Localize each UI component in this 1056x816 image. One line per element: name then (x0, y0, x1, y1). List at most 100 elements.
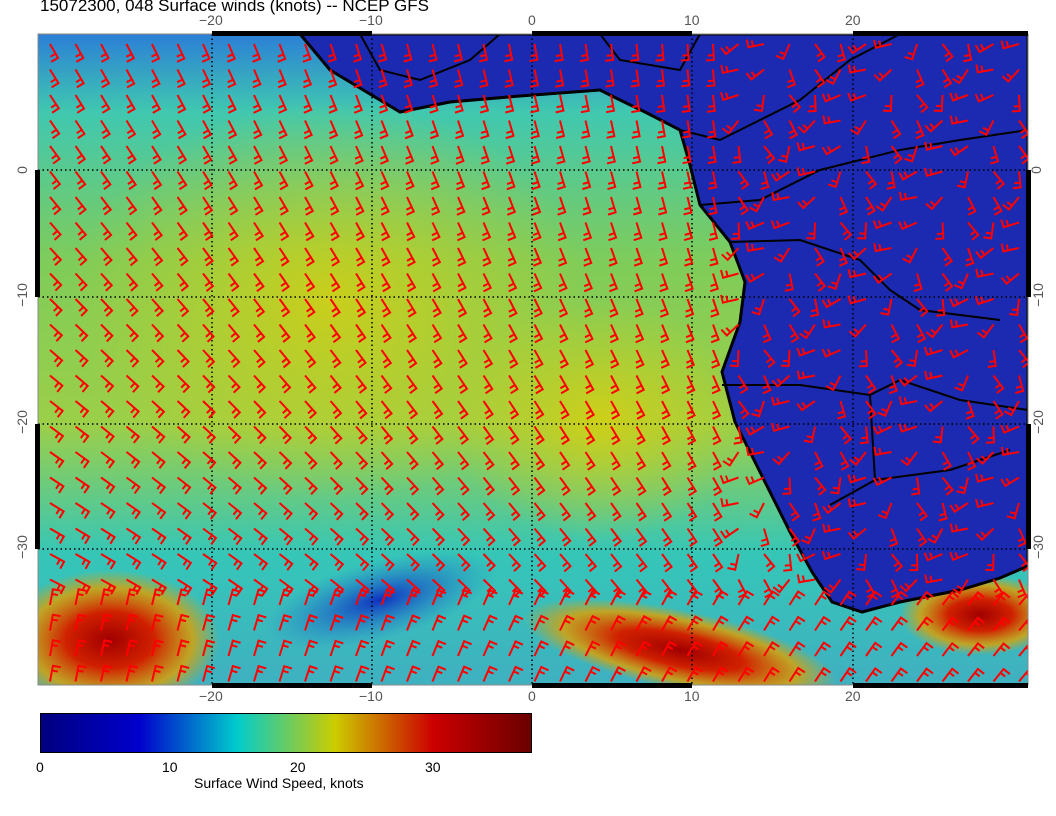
wind-barb (686, 553, 699, 573)
wind-barb (49, 476, 65, 494)
wind-barb (508, 527, 521, 547)
wind-barb (737, 196, 749, 216)
wind-barb (556, 145, 566, 165)
wind-barb (329, 222, 340, 242)
wind-barb (355, 614, 370, 631)
wind-barb (559, 553, 572, 573)
wind-barb (380, 425, 394, 445)
wind-barb (584, 400, 595, 420)
wind-barb (737, 374, 749, 395)
wind-barb (975, 451, 995, 466)
wind-barb (252, 94, 263, 114)
wind-barb (916, 641, 934, 657)
wind-barb (100, 374, 115, 393)
wind-barb (278, 527, 294, 546)
wind-barb (635, 349, 645, 369)
wind-barb (431, 476, 445, 496)
wind-barb (916, 590, 934, 606)
wind-barb (582, 171, 592, 191)
wind-barb (610, 527, 623, 547)
wind-barb (49, 221, 62, 241)
wind-barb (355, 349, 367, 369)
wind-barb (605, 69, 615, 88)
wind-barb (557, 196, 567, 216)
wind-barb (796, 574, 816, 584)
wind-barbs (49, 39, 1028, 683)
wind-barb (974, 296, 994, 306)
wind-barb (737, 170, 750, 190)
wind-barb (954, 375, 969, 392)
wind-barb (456, 196, 466, 216)
wind-barb (858, 349, 868, 368)
wind-barb (558, 247, 568, 267)
wind-barb (49, 451, 65, 469)
wind-barb (610, 589, 626, 606)
wind-barb (380, 349, 393, 369)
wind-barb (953, 273, 969, 290)
wind-barb (253, 425, 267, 445)
wind-barb (74, 476, 91, 494)
wind-barb (100, 588, 113, 606)
wind-barb (74, 613, 87, 631)
wind-barb (1000, 219, 1020, 229)
wind-barb (731, 222, 741, 240)
wind-barb (457, 665, 472, 682)
wind-barb (814, 641, 832, 657)
wind-barb (609, 324, 620, 344)
wind-barb (49, 272, 63, 292)
wind-barb (975, 64, 994, 74)
wind-barb (721, 119, 740, 135)
wind-barb (985, 553, 995, 572)
wind-barb (151, 553, 167, 570)
wind-barb (482, 400, 494, 420)
wind-barb (890, 590, 908, 606)
wind-barb (304, 425, 318, 445)
wind-barb (456, 222, 466, 242)
wind-barb (278, 171, 289, 191)
wind-barb (925, 323, 944, 339)
wind-barb (976, 323, 995, 339)
wind-barb (380, 502, 395, 521)
wind-barb (582, 196, 592, 216)
wind-barb (705, 43, 715, 62)
wind-barb (710, 298, 720, 318)
wind-barb (559, 665, 575, 682)
wind-barb (482, 247, 492, 267)
wind-barb (606, 145, 617, 165)
wind-barb (151, 476, 167, 495)
wind-barb (74, 68, 86, 89)
wind-barb (379, 145, 390, 165)
wind-barb (635, 502, 647, 522)
wind-barb (1000, 446, 1020, 457)
high-wind-zone (450, 300, 750, 540)
wind-barb (967, 642, 985, 657)
wind-barb (760, 528, 770, 548)
wind-barb (176, 196, 188, 216)
wind-barb (278, 374, 292, 394)
wind-barb (380, 639, 395, 657)
wind-barb (202, 613, 216, 631)
wind-barb (429, 120, 440, 140)
wind-barb (227, 400, 242, 419)
wind-barb (125, 613, 139, 631)
wind-barb (302, 43, 312, 63)
wind-barb (872, 220, 892, 230)
wind-barb (380, 374, 393, 394)
wind-barb (253, 247, 265, 267)
wind-barb (823, 578, 842, 594)
wind-barb (380, 272, 392, 293)
wind-barb (227, 272, 240, 292)
wind-barb (304, 451, 318, 470)
wind-barb (100, 476, 116, 494)
wind-barb (686, 375, 696, 395)
wind-barb (253, 196, 264, 216)
wind-barb (873, 242, 892, 253)
wind-barb (745, 446, 765, 456)
wind-barb (506, 196, 517, 216)
wind-barb (457, 476, 470, 496)
wind-barb (711, 375, 721, 395)
wind-barb (763, 666, 780, 683)
wind-barb (583, 273, 593, 293)
wind-barb (431, 614, 447, 631)
wind-barb (814, 590, 832, 606)
